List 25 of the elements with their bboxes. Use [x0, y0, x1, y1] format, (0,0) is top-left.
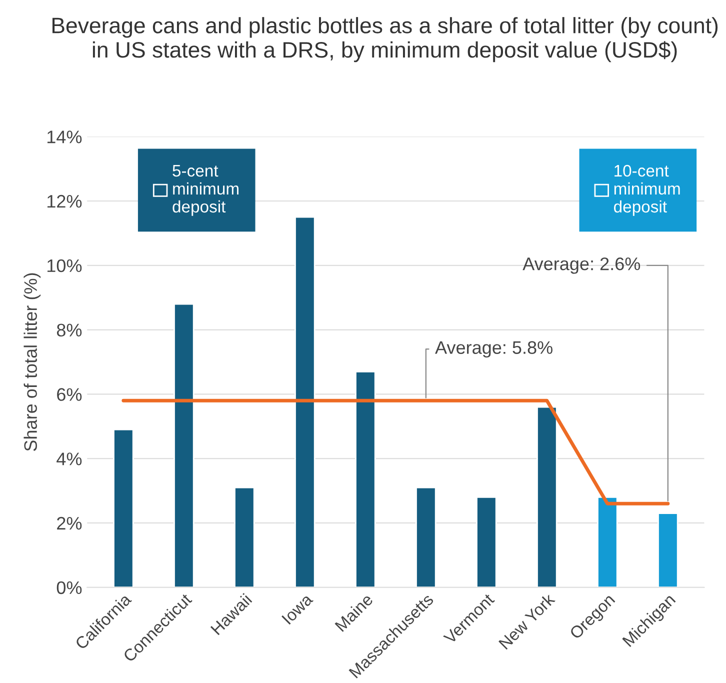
bar: [597, 496, 618, 588]
y-axis-title: Share of total litter (%): [24, 273, 41, 451]
bar: [416, 486, 436, 588]
y-tick-label: 0%: [56, 581, 82, 594]
y-tick-label: 4%: [56, 452, 82, 466]
y-tick-label: 10%: [48, 259, 82, 272]
y-tick-label: 12%: [48, 194, 82, 208]
annotation: Average: 2.6%: [522, 257, 640, 274]
legend-label: 10-cent minimum deposit: [614, 164, 680, 216]
legend-label: 5-cent minimum deposit: [172, 165, 238, 216]
chart-title: Beverage cans and plastic bottles as a share of total litter (by count) in US states with a DRS, by minimum deposit value (USD$): [52, 17, 718, 62]
bar: [294, 216, 316, 588]
y-tick-label: 8%: [56, 324, 82, 337]
x-tick-label: Iowa: [282, 592, 314, 625]
y-tick-label: 2%: [57, 516, 82, 530]
annotation: Average: 5.8%: [435, 341, 552, 358]
bar: [476, 496, 497, 588]
y-tick-label: 14%: [48, 130, 82, 144]
bar: [234, 486, 255, 588]
bar: [355, 370, 376, 588]
bar: [113, 428, 134, 588]
y-tick-label: 6%: [57, 388, 82, 401]
bar: [536, 406, 558, 588]
bar: [658, 512, 678, 588]
bar: [174, 303, 194, 588]
